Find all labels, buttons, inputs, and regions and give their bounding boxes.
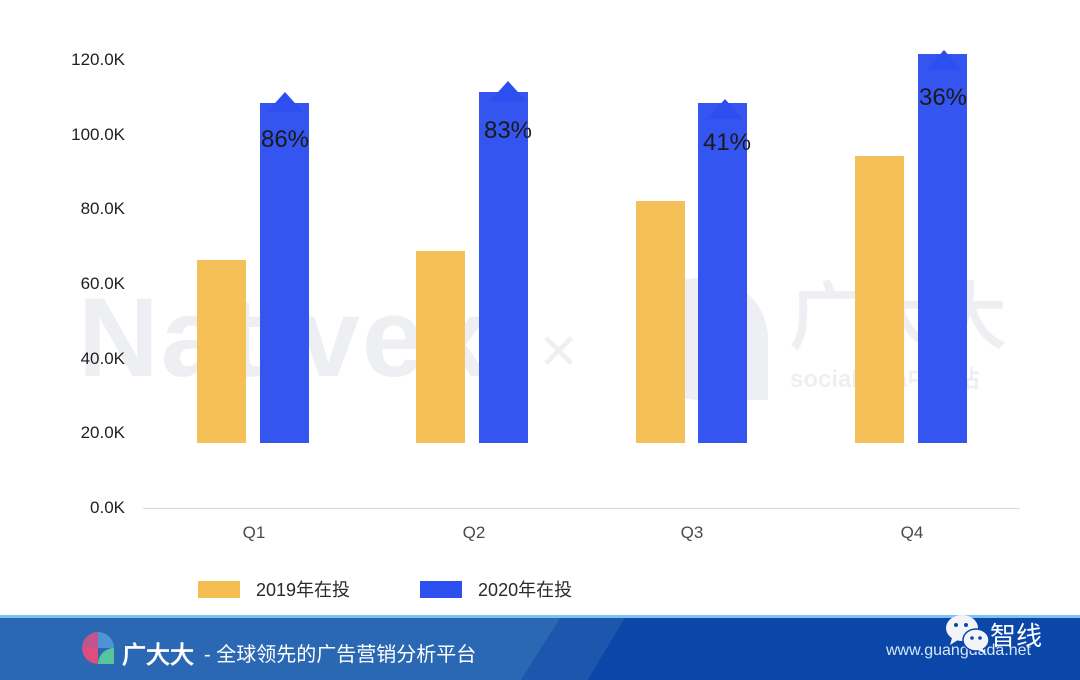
x-tick-q1: Q1 xyxy=(242,523,266,542)
footer-tagline: - 全球领先的广告营销分析平台 xyxy=(204,644,477,666)
bar-q1-2020 xyxy=(260,103,309,443)
wechat-icon xyxy=(946,615,990,654)
y-tick-60k: 60.0K xyxy=(80,274,125,293)
footer-top-divider xyxy=(0,615,1080,618)
y-tick-0: 0.0K xyxy=(90,498,125,517)
legend-label-2020: 2020年在投 xyxy=(478,580,573,600)
growth-label-q4: 36% xyxy=(918,84,968,111)
legend-label-2019: 2019年在投 xyxy=(256,580,351,600)
growth-up-arrow-icon-q4 xyxy=(926,50,962,70)
x-tick-q4: Q4 xyxy=(900,523,924,542)
legend-item-2020[interactable]: 2020年在投 xyxy=(420,576,572,602)
footer-banner: 广大大 - 全球领先的广告营销分析平台 www.guangdada.net xyxy=(0,618,1080,680)
chart-area: Nativex × 广大大 socialpeta中国站 0.0K 20.0K 4… xyxy=(71,50,1020,602)
legend-item-2019[interactable]: 2019年在投 xyxy=(198,576,350,602)
bar-q4-2020 xyxy=(918,54,967,443)
chart-legend: 2019年在投 2020年在投 xyxy=(198,576,642,602)
growth-label-q2: 83% xyxy=(483,117,533,144)
x-axis-line xyxy=(143,508,1020,509)
bar-q3-2020 xyxy=(698,103,747,443)
legend-swatch-2019 xyxy=(198,580,240,598)
bar-q3-2019 xyxy=(636,201,685,443)
wechat-account-name: 智线 xyxy=(990,621,1043,651)
y-tick-20k: 20.0K xyxy=(80,423,125,442)
growth-up-arrow-icon-q3 xyxy=(707,99,743,119)
x-tick-q2: Q2 xyxy=(462,523,486,542)
bar-q1-2019 xyxy=(197,260,246,443)
growth-up-arrow-icon-q2 xyxy=(490,81,526,101)
bar-q4-2019 xyxy=(855,156,904,443)
legend-swatch-2020 xyxy=(420,580,463,598)
growth-up-arrow-icon-q1 xyxy=(267,92,303,112)
guangdada-logo-icon xyxy=(82,632,114,664)
growth-label-q3: 41% xyxy=(702,129,752,156)
x-tick-q3: Q3 xyxy=(680,523,704,542)
y-tick-80k: 80.0K xyxy=(80,199,125,218)
bar-q2-2019 xyxy=(416,251,465,443)
footer-brand-name: 广大大 xyxy=(122,642,194,669)
y-tick-40k: 40.0K xyxy=(80,349,125,368)
bar-q2-2020 xyxy=(479,92,528,443)
y-tick-100k: 100.0K xyxy=(71,125,125,144)
y-tick-120k: 120.0K xyxy=(71,50,125,69)
footer-website-link[interactable]: www.guangdada.net xyxy=(886,642,1031,659)
watermark-separator: × xyxy=(540,314,578,386)
growth-label-q1: 86% xyxy=(260,126,310,153)
